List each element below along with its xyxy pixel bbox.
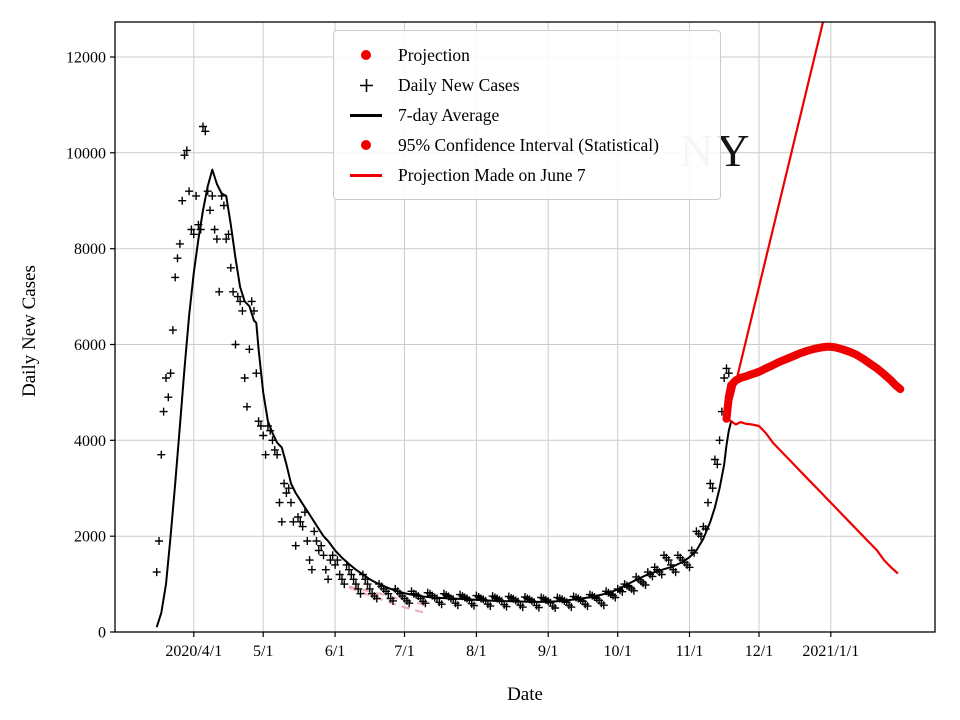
x-tick-label: 11/1 bbox=[676, 643, 704, 660]
legend-marker-dot-icon bbox=[346, 50, 386, 60]
y-tick-label: 10000 bbox=[66, 145, 106, 162]
x-tick-label: 2020/4/1 bbox=[165, 643, 222, 660]
x-tick-label: 7/1 bbox=[394, 643, 414, 660]
axis-ticks: 0 2000 4000 6000 8000 10000 12000 2020/4/1 5/1 6/… bbox=[66, 50, 859, 661]
legend-label: Projection Made on June 7 bbox=[398, 164, 586, 185]
x-tick-label: 2021/1/1 bbox=[802, 643, 859, 660]
series-7-day-average bbox=[155, 168, 733, 628]
series-projection bbox=[722, 342, 905, 423]
legend: Projection Daily New Cases 7-day Average 95… bbox=[333, 30, 721, 200]
series-projection-made-on-june-7 bbox=[348, 585, 428, 615]
legend-label: 95% Confidence Interval (Statistical) bbox=[398, 134, 659, 155]
series-95-ci-upper bbox=[725, 22, 825, 420]
legend-item: Daily New Cases bbox=[346, 70, 708, 100]
series-95-ci-lower bbox=[725, 417, 899, 575]
legend-item: Projection bbox=[346, 40, 708, 70]
watermark-char-y: Y bbox=[716, 125, 753, 176]
legend-item: 7-day Average bbox=[346, 100, 708, 130]
legend-label: Projection bbox=[398, 44, 470, 65]
x-tick-label: 5/1 bbox=[253, 643, 273, 660]
legend-marker-line-icon bbox=[346, 173, 386, 177]
x-tick-label: 8/1 bbox=[466, 643, 486, 660]
y-tick-label: 0 bbox=[98, 625, 106, 642]
plot-spines bbox=[114, 21, 936, 633]
x-tick-label: 10/1 bbox=[603, 643, 631, 660]
x-axis-label: Date bbox=[507, 684, 543, 705]
legend-item: 95% Confidence Interval (Statistical) bbox=[346, 130, 708, 160]
y-tick-label: 6000 bbox=[74, 337, 106, 354]
x-tick-label: 6/1 bbox=[325, 643, 345, 660]
y-axis-label: Daily New Cases bbox=[19, 265, 40, 397]
x-tick-label: 12/1 bbox=[745, 643, 773, 660]
legend-label: Daily New Cases bbox=[398, 74, 520, 95]
legend-label: 7-day Average bbox=[398, 104, 500, 125]
legend-item: Projection Made on June 7 bbox=[346, 160, 708, 190]
legend-marker-plus-icon bbox=[346, 77, 386, 94]
y-tick-label: 12000 bbox=[66, 50, 106, 67]
legend-marker-line-icon bbox=[346, 113, 386, 117]
series-daily-new-cases bbox=[152, 122, 733, 612]
y-tick-label: 2000 bbox=[74, 529, 106, 546]
y-tick-label: 8000 bbox=[74, 241, 106, 258]
legend-marker-dot-icon bbox=[346, 140, 386, 150]
y-tick-label: 4000 bbox=[74, 433, 106, 450]
x-tick-label: 9/1 bbox=[538, 643, 558, 660]
